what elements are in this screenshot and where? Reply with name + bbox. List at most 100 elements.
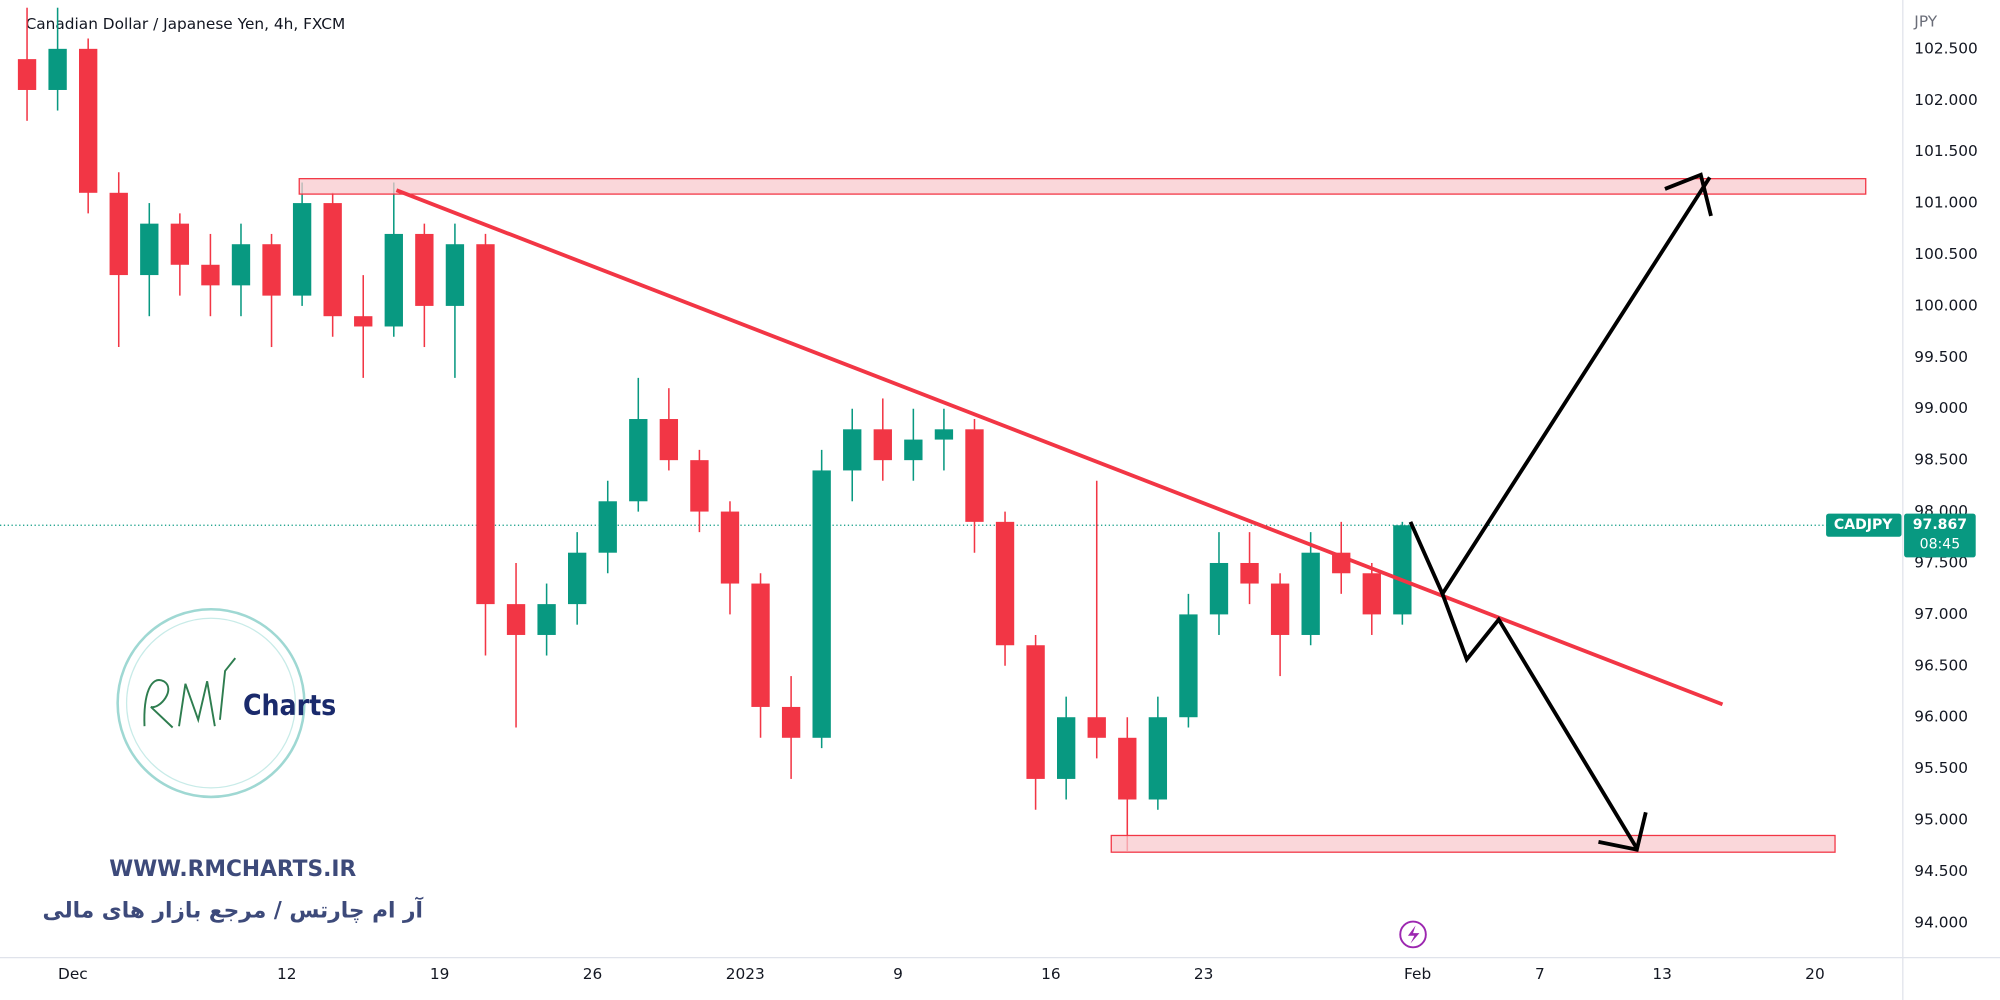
event-icon[interactable] [1399, 920, 1427, 949]
candle-body [506, 604, 526, 635]
x-tick-label: 20 [1805, 965, 1825, 983]
candle-body [415, 233, 434, 306]
currency-label: JPY [1913, 12, 1937, 30]
candle-body [17, 59, 37, 90]
logo: Charts [116, 607, 336, 799]
candle-body [629, 419, 648, 502]
candle-body [690, 460, 709, 512]
last-price-label: 97.867 [1913, 517, 1967, 533]
x-tick-label: 23 [1194, 965, 1214, 983]
y-tick-label: 95.000 [1914, 811, 1968, 829]
x-tick-label: 7 [1535, 965, 1545, 983]
y-tick-label: 100.000 [1914, 296, 1977, 314]
bearish-arrowhead [1598, 811, 1648, 852]
candle-body [598, 501, 617, 553]
y-tick-label: 96.000 [1914, 708, 1968, 726]
candle-body [354, 316, 373, 327]
y-tick-label: 99.500 [1914, 348, 1968, 366]
support-zone [1110, 834, 1836, 853]
y-tick-label: 98.500 [1914, 451, 1968, 469]
symbol-tag: CADJPY [1834, 517, 1893, 533]
candle-body [873, 429, 892, 461]
x-tick-label: 9 [893, 965, 903, 983]
logo-text: Charts [243, 689, 336, 722]
y-tick-label: 102.500 [1914, 39, 1977, 57]
y-tick-label: 95.500 [1914, 759, 1968, 777]
countdown-label: 08:45 [1920, 537, 1961, 553]
drawings [298, 172, 1867, 853]
last-price-box [1904, 513, 1976, 558]
candle-body [1362, 573, 1381, 615]
event-icon-bolt [1407, 925, 1420, 944]
candle-body [1087, 717, 1106, 738]
x-tick-label: 26 [583, 965, 603, 983]
candle-body [904, 439, 923, 461]
x-tick-label: 13 [1652, 965, 1672, 983]
candle-body [1301, 552, 1320, 635]
watermark-text: آر ام چارتس / مرجع بازار های مالی [42, 895, 423, 923]
watermark-url: WWW.RMCHARTS.IR [109, 857, 356, 882]
bullish-arrowhead [1664, 172, 1713, 217]
x-tick-label: 19 [430, 965, 450, 983]
candle-body [79, 48, 98, 193]
y-tick-label: 97.500 [1914, 553, 1968, 571]
candle-body [1118, 737, 1137, 800]
x-tick-label: Dec [58, 965, 88, 983]
candle-body [262, 244, 281, 296]
x-tick-label: Feb [1404, 965, 1431, 983]
candle-body [170, 223, 190, 265]
x-tick-label: 12 [277, 965, 297, 983]
candle-body [751, 583, 770, 707]
symbol-tag-box [1826, 513, 1902, 537]
resistance-zone [298, 178, 1867, 195]
y-tick-label: 99.000 [1914, 399, 1968, 417]
candle-body [1148, 717, 1168, 800]
candle-body [1056, 717, 1076, 779]
y-tick-label: 100.500 [1914, 245, 1977, 263]
candle-body [1026, 645, 1045, 779]
candle-body [1393, 525, 1412, 615]
y-tick-label: 102.000 [1914, 91, 1977, 109]
candle-body [48, 48, 67, 90]
y-tick-label: 94.000 [1914, 913, 1968, 931]
candle-body [537, 604, 556, 635]
bearish-arrow [1440, 593, 1639, 850]
candle-body [140, 223, 159, 276]
candle-body [201, 264, 220, 286]
candle-body [231, 244, 251, 286]
chart-title: Canadian Dollar / Japanese Yen, 4h, FXCM [26, 15, 346, 33]
candle-body [965, 429, 984, 522]
y-tick-label: 101.000 [1914, 194, 1977, 212]
candle-body [292, 203, 312, 296]
y-tick-label: 94.500 [1914, 862, 1968, 880]
candle-body [476, 244, 495, 605]
candle-body [812, 470, 831, 738]
candle-body [568, 552, 587, 605]
candle-body [1240, 562, 1259, 584]
y-tick-label: 97.000 [1914, 605, 1968, 623]
trendline [395, 188, 1724, 707]
candle-body [109, 192, 128, 276]
candle-body [659, 419, 679, 461]
logo-ring-inner [125, 617, 297, 789]
candle-body [720, 511, 740, 584]
candle-body [995, 521, 1015, 646]
candle-body [445, 244, 465, 306]
candle-body [934, 429, 954, 440]
y-tick-label: 101.500 [1914, 142, 1977, 160]
candle-body [1179, 614, 1198, 718]
logo-ring [116, 607, 306, 799]
logo-script [143, 657, 237, 729]
candle-body [843, 429, 862, 471]
candle-body [384, 233, 403, 327]
y-tick-label: 96.500 [1914, 656, 1968, 674]
x-tick-label: 2023 [726, 965, 765, 983]
x-tick-label: 16 [1041, 965, 1061, 983]
candle-body [781, 706, 801, 738]
candles [17, 7, 1412, 851]
candle-body [323, 203, 342, 317]
candle-body [1270, 583, 1290, 635]
